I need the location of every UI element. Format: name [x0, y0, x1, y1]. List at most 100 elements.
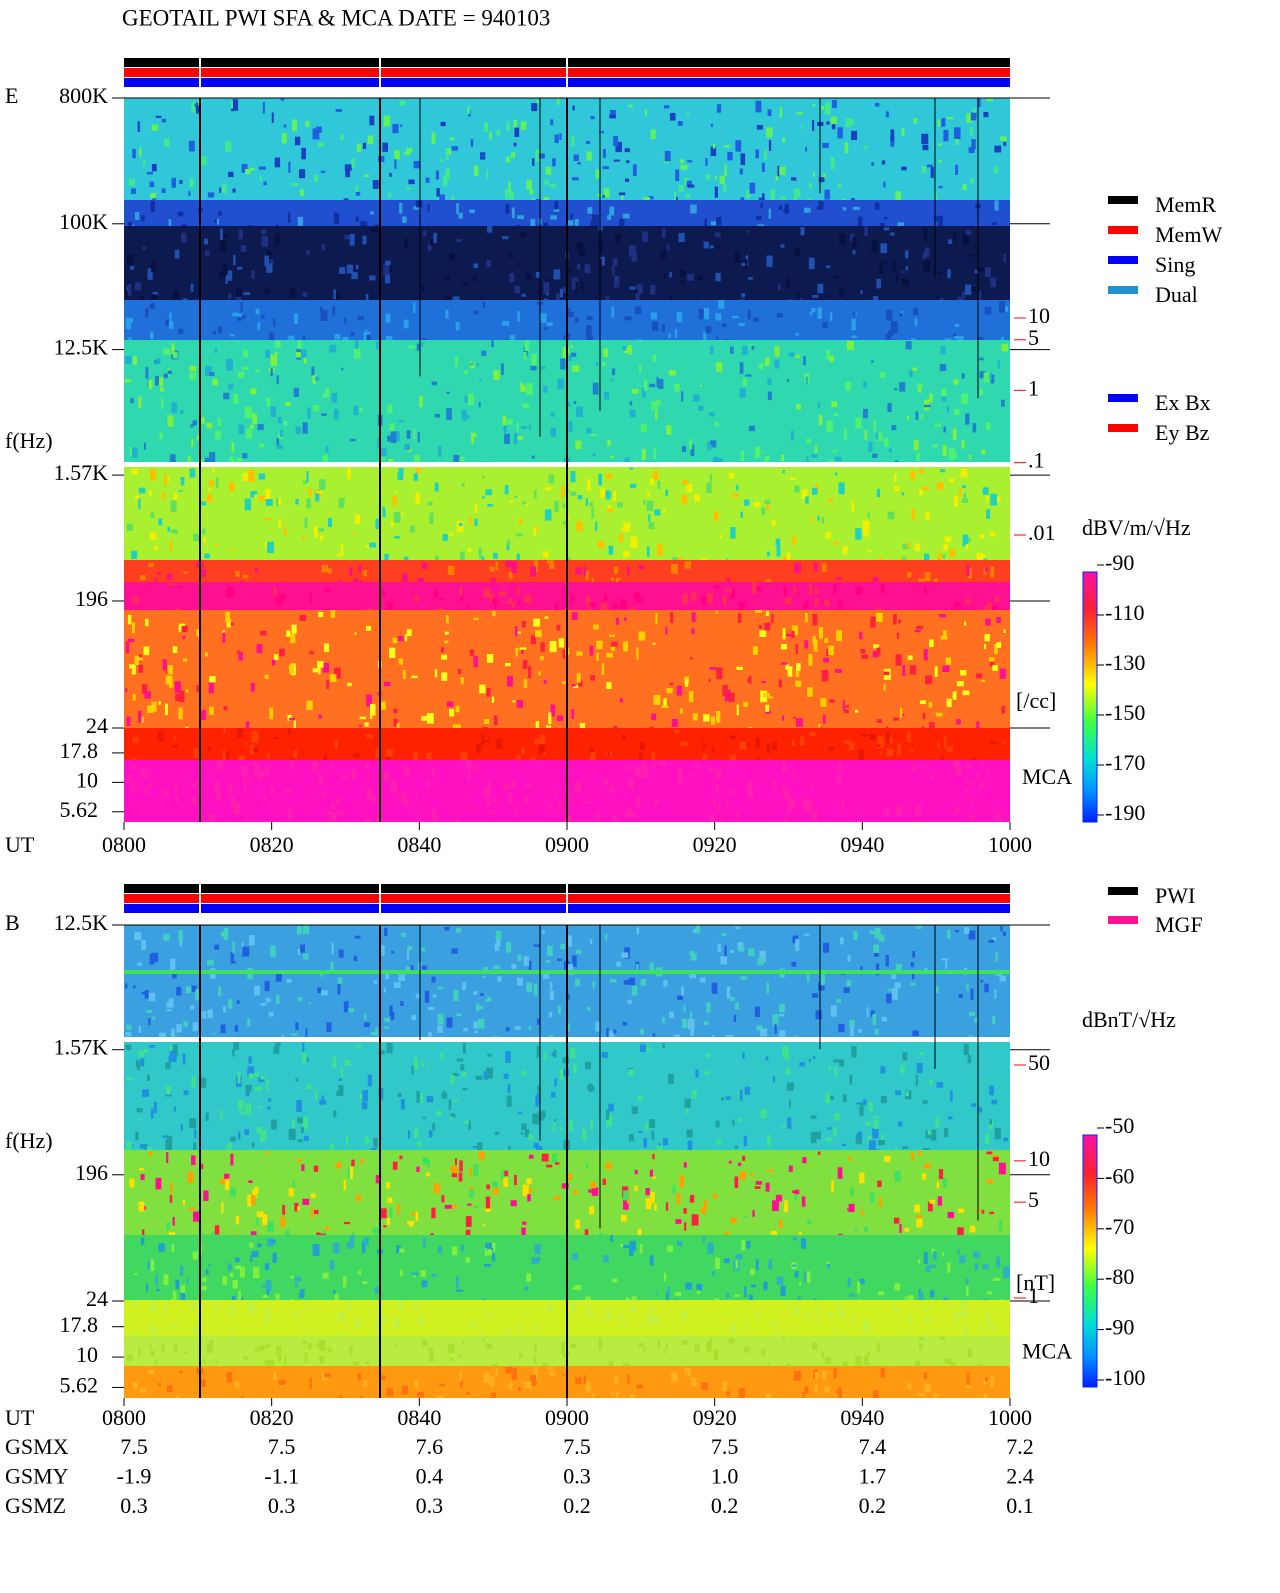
spectrogram-cell [876, 647, 881, 656]
spectrogram-cell [846, 340, 854, 351]
spectrogram-cell [260, 1076, 266, 1080]
spectrogram-cell [876, 607, 882, 610]
spectrogram-cell [906, 542, 911, 547]
spectrogram-cell [277, 1345, 282, 1353]
spectrogram-cell [826, 350, 830, 360]
spectrogram-cell [486, 688, 491, 697]
orbit-value: 0.3 [563, 1464, 591, 1489]
spectrogram-cell [516, 1333, 520, 1336]
spectrogram-cell [188, 455, 191, 462]
spectrogram-cell [902, 278, 909, 287]
spectrogram-cell [420, 1092, 423, 1104]
spectrogram-cell [199, 156, 207, 166]
spectrogram-cell [350, 1235, 355, 1246]
spectrogram-cell [691, 1090, 697, 1099]
spectrogram-cell [487, 503, 493, 507]
spectrogram-cell [514, 1174, 517, 1186]
spectrogram-cell [810, 517, 814, 522]
spectrogram-cell [560, 358, 566, 370]
spectrogram-cell [240, 244, 247, 253]
spectrogram-cell [586, 427, 592, 434]
spectrogram-cell [610, 109, 616, 118]
spectrogram-cell [454, 356, 459, 367]
spectrogram-cell [694, 297, 699, 300]
spectrogram-cell [813, 639, 818, 652]
spectrogram-cell [739, 362, 744, 374]
spectrogram-cell [485, 1196, 491, 1209]
spectrogram-cell [804, 1386, 809, 1395]
spectrogram-cell [421, 562, 428, 570]
spectrogram-cell [473, 263, 479, 269]
spectrogram-cell [888, 448, 892, 453]
spectrogram-cell [394, 158, 397, 169]
spectrogram-cell [812, 780, 815, 789]
spectrogram-cell [245, 813, 248, 820]
spectrogram-cell [953, 601, 961, 607]
spectrogram-cell [382, 142, 389, 152]
spectrogram-cell [748, 1294, 753, 1300]
spectrogram-cell [638, 752, 644, 760]
spectrogram-cell [874, 1028, 879, 1035]
spectrogram-cell [954, 127, 961, 139]
spectrogram-cell [134, 212, 140, 220]
spectrogram-cell [767, 1169, 774, 1172]
spectrogram-cell [850, 1025, 854, 1037]
spectrogram-cell [141, 683, 148, 694]
spectrogram-cell [499, 591, 506, 597]
spectrogram-cell [784, 789, 791, 800]
spectrogram-cell [824, 599, 830, 607]
spectrogram-cell [330, 812, 338, 822]
spectrogram-cell [346, 264, 354, 274]
spectrogram-cell [744, 1346, 750, 1353]
spectrogram-cell [576, 673, 581, 683]
spectrogram-cell [687, 160, 693, 163]
spectrogram-cell [654, 1316, 661, 1323]
spectrogram-cell [494, 600, 497, 610]
legend-label: Dual [1155, 282, 1198, 307]
spectrogram-cell [405, 966, 411, 974]
spectrogram-cell [839, 288, 844, 298]
spectrogram-cell [979, 290, 982, 300]
spectrogram-cell [934, 666, 938, 677]
spectrogram-cell [633, 1168, 637, 1172]
spectrogram-cell [399, 1248, 405, 1253]
mca-tick-label: 17.8 [60, 1312, 99, 1337]
spectrogram-cell [302, 925, 309, 935]
spectrogram-cell [315, 490, 320, 502]
spectrogram-cell [956, 767, 963, 775]
spectrogram-cell [982, 487, 989, 495]
spectrogram-cell [906, 1329, 911, 1333]
spectrogram-cell [992, 1016, 996, 1025]
spectrogram-cell [237, 1072, 241, 1084]
spectrogram-cell [624, 316, 632, 321]
spectrogram-cell [880, 1095, 887, 1104]
spectrogram-cell [671, 1334, 678, 1336]
spectrogram-cell [826, 1261, 830, 1266]
spectrogram-cell [468, 1120, 471, 1130]
spectrogram-cell [986, 1179, 994, 1184]
spectrogram-cell [544, 179, 549, 185]
spectrogram-cell [399, 202, 403, 214]
spectrogram-cell [260, 1132, 267, 1143]
spectrogram-cell [533, 983, 538, 996]
spectrogram-cell [344, 235, 351, 240]
spectrogram-cell [406, 430, 411, 439]
spectrogram-cell [158, 701, 162, 705]
spectrogram-cell [173, 290, 179, 299]
spectrogram-cell [912, 338, 916, 340]
spectrogram-cell [617, 502, 623, 508]
spectrogram-cell [636, 598, 644, 603]
spectrogram-cell [802, 1392, 805, 1398]
spectrogram-cell [139, 575, 146, 580]
spectrogram-cell [886, 993, 892, 1004]
spectrogram-cell [439, 597, 445, 601]
spectrogram-cell [483, 121, 489, 132]
spectrogram-cell [323, 1230, 327, 1235]
spectrogram-cell [441, 1092, 448, 1099]
spectrogram-cell [315, 1090, 318, 1101]
spectrogram-cell [924, 247, 930, 257]
spectrogram-cell [349, 567, 353, 577]
spectrogram-cell [241, 250, 244, 256]
spectrogram-cell [267, 1106, 271, 1110]
spectrogram-cell [393, 718, 398, 727]
